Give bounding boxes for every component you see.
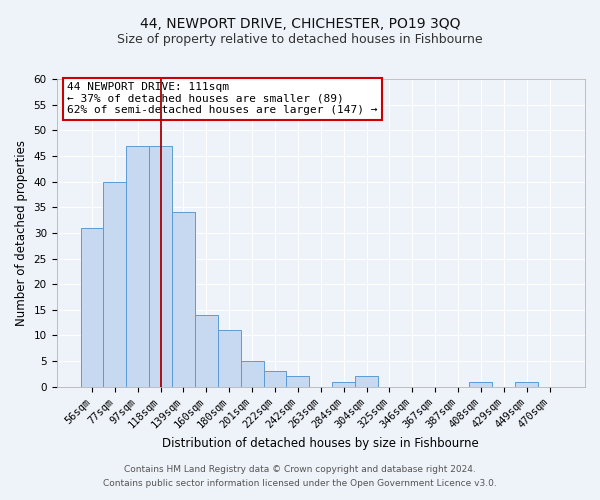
Bar <box>241 361 263 386</box>
Text: Size of property relative to detached houses in Fishbourne: Size of property relative to detached ho… <box>117 32 483 46</box>
Bar <box>355 376 378 386</box>
Bar <box>80 228 103 386</box>
Bar <box>286 376 310 386</box>
Bar <box>195 315 218 386</box>
Bar <box>149 146 172 386</box>
Bar <box>263 372 286 386</box>
Bar <box>172 212 195 386</box>
Y-axis label: Number of detached properties: Number of detached properties <box>15 140 28 326</box>
Bar <box>515 382 538 386</box>
X-axis label: Distribution of detached houses by size in Fishbourne: Distribution of detached houses by size … <box>163 437 479 450</box>
Text: 44 NEWPORT DRIVE: 111sqm
← 37% of detached houses are smaller (89)
62% of semi-d: 44 NEWPORT DRIVE: 111sqm ← 37% of detach… <box>67 82 377 116</box>
Bar <box>469 382 493 386</box>
Text: 44, NEWPORT DRIVE, CHICHESTER, PO19 3QQ: 44, NEWPORT DRIVE, CHICHESTER, PO19 3QQ <box>140 18 460 32</box>
Bar <box>127 146 149 386</box>
Text: Contains HM Land Registry data © Crown copyright and database right 2024.
Contai: Contains HM Land Registry data © Crown c… <box>103 466 497 487</box>
Bar <box>218 330 241 386</box>
Bar <box>103 182 127 386</box>
Bar <box>332 382 355 386</box>
